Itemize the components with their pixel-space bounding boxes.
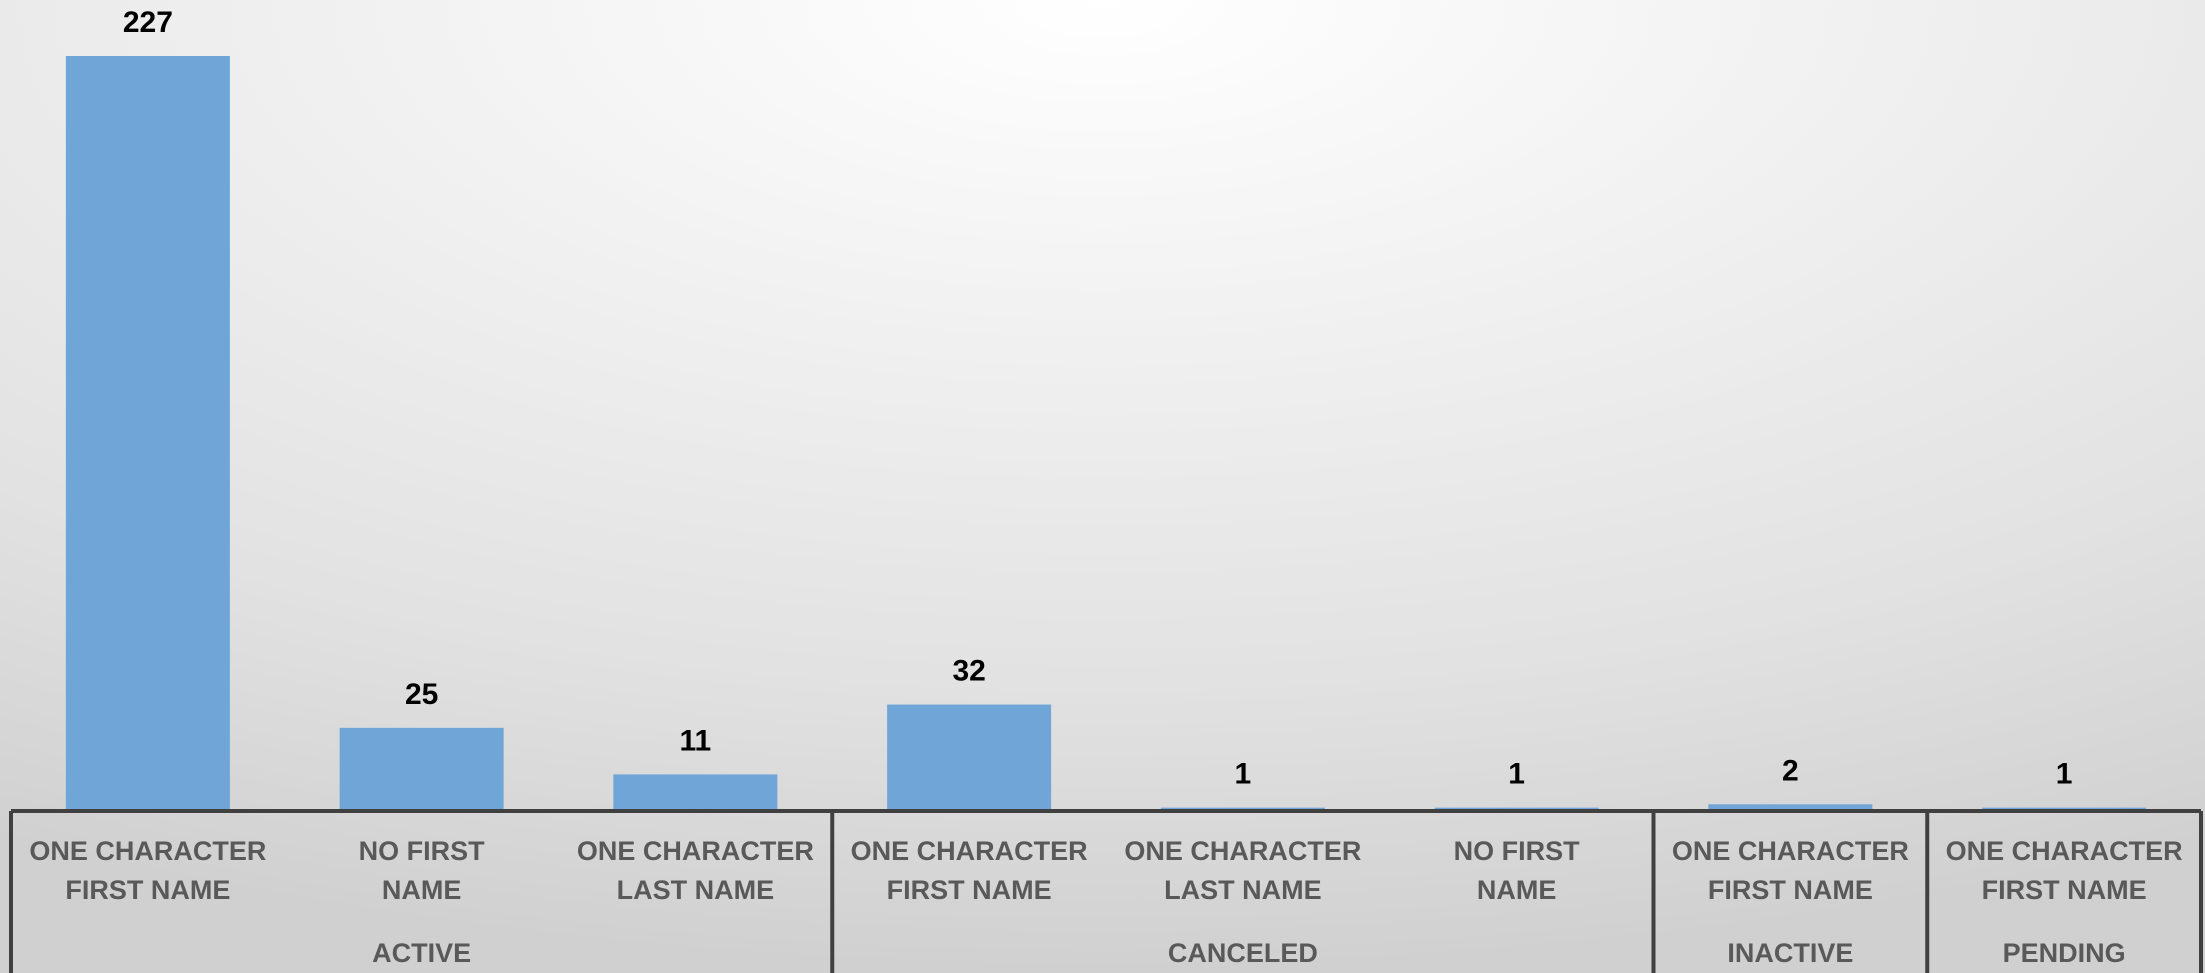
category-label: ONE CHARACTER FIRST NAME [851,836,1088,905]
data-label: 2 [1782,754,1799,787]
group-label: CANCELED [1168,938,1318,968]
bar [887,704,1052,811]
category-label: ONE CHARACTER LAST NAME [577,836,814,905]
group-label: PENDING [2003,938,2126,968]
category-label: NO FIRST NAME [1454,836,1581,905]
data-label: 11 [680,724,712,757]
group-label: INACTIVE [1727,938,1853,968]
category-label: ONE CHARACTER FIRST NAME [29,836,266,905]
bar [613,774,778,811]
data-label: 1 [1235,758,1252,791]
category-label: ONE CHARACTER FIRST NAME [1672,836,1909,905]
data-label: 1 [2056,758,2073,791]
data-label: 227 [123,6,173,39]
data-label: 25 [405,678,438,711]
data-label: 32 [952,654,985,687]
group-label: ACTIVE [372,938,471,968]
bar [65,56,230,811]
category-label: ONE CHARACTER FIRST NAME [1946,836,2183,905]
bar [339,727,504,811]
data-label: 1 [1508,758,1525,791]
category-label: ONE CHARACTER LAST NAME [1124,836,1361,905]
category-label: NO FIRST NAME [359,836,486,905]
bar [1708,804,1873,811]
